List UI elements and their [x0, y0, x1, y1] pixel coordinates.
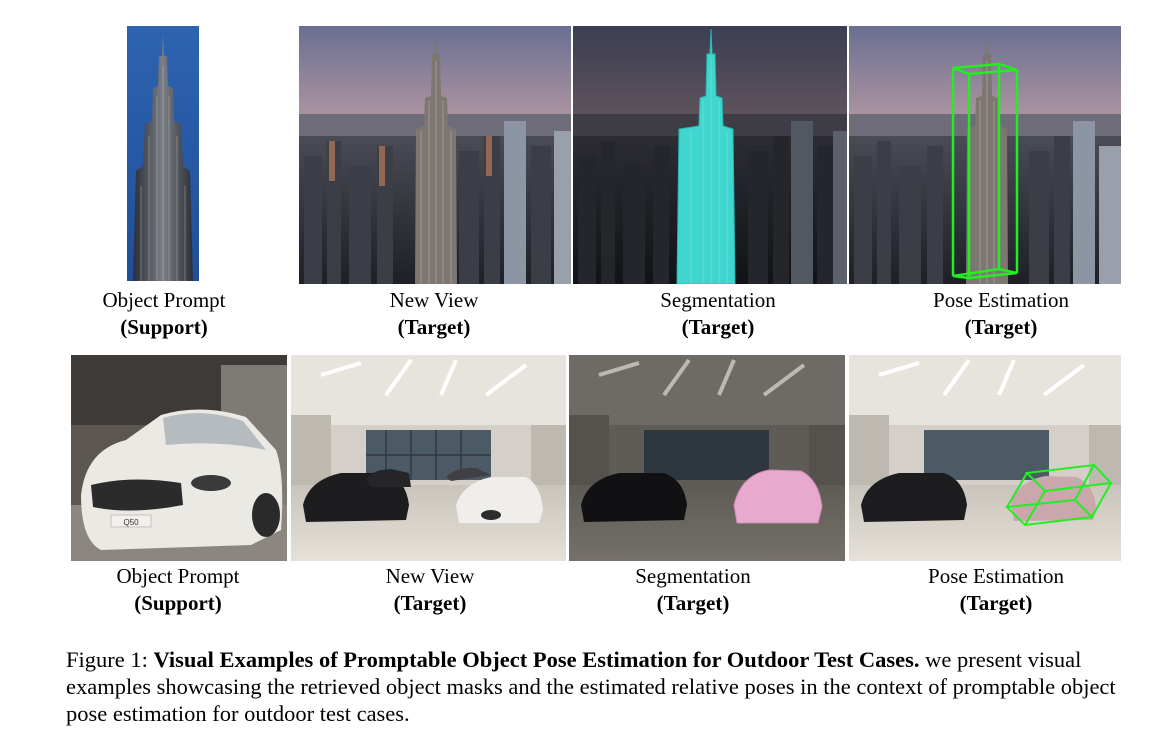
caption-pose-estimation-row2: Pose Estimation (Target) — [928, 564, 1064, 615]
pose-bounding-box-car — [1004, 463, 1114, 527]
segmentation-mask-building — [676, 28, 736, 284]
figure-caption-title: Visual Examples of Promptable Object Pos… — [153, 647, 920, 672]
segmentation-image-building — [573, 26, 847, 284]
caption-segmentation-row2: Segmentation (Target) — [635, 564, 751, 615]
caption-new-view-row2: New View (Target) — [385, 564, 475, 615]
support-image-building — [127, 26, 199, 281]
figure-caption-prefix: Figure 1: — [66, 647, 154, 672]
car-plate-text: Q50 — [123, 518, 139, 527]
caption-pose-estimation-row1: Pose Estimation (Target) — [933, 288, 1069, 339]
pose-bounding-box-building — [951, 62, 1019, 280]
pose-estimation-image-building — [849, 26, 1121, 284]
new-view-image-car — [291, 355, 566, 561]
figure-caption-body: we present visual examples showcasing th… — [66, 647, 1116, 726]
support-image-car: Q50 — [71, 355, 287, 561]
figure-caption: Figure 1: Visual Examples of Promptable … — [66, 646, 1136, 727]
pose-estimation-image-car — [849, 355, 1121, 561]
caption-object-prompt-row2: Object Prompt (Support) — [116, 564, 240, 615]
caption-segmentation-row1: Segmentation (Target) — [660, 288, 776, 339]
segmentation-mask-car — [733, 469, 823, 524]
caption-object-prompt-row1: Object Prompt (Support) — [102, 288, 226, 339]
new-view-image-building — [299, 26, 571, 284]
caption-new-view-row1: New View (Target) — [389, 288, 479, 339]
segmentation-image-car — [569, 355, 845, 561]
